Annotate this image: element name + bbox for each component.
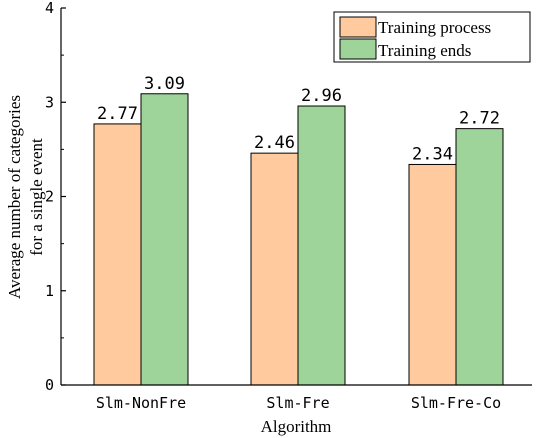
bar-training-process xyxy=(250,152,299,386)
data-label: 2.72 xyxy=(459,109,500,129)
data-label: 2.77 xyxy=(97,104,138,124)
x-tick-label: Slm-NonFre xyxy=(96,394,186,412)
bar-training-ends xyxy=(297,105,346,386)
y-tick-label: 1 xyxy=(45,282,54,300)
legend-swatch-training-process xyxy=(339,16,377,38)
data-label: 2.46 xyxy=(254,133,295,153)
data-label: 2.34 xyxy=(412,144,453,164)
x-tick-label: Slm-Fre-Co xyxy=(411,394,501,412)
legend: Training process Training ends xyxy=(333,11,531,63)
bar-training-process xyxy=(408,163,457,386)
legend-label-training-ends: Training ends xyxy=(378,41,471,60)
bar-training-ends xyxy=(455,128,504,386)
x-tick-label: Slm-Fre xyxy=(266,394,329,412)
y-axis-title-line-2: for a single event xyxy=(27,138,46,256)
y-tick-label: 0 xyxy=(45,376,54,394)
y-tick-label: 3 xyxy=(45,93,54,111)
legend-swatch-training-ends xyxy=(339,38,377,60)
data-label: 2.96 xyxy=(301,86,342,106)
legend-label-training-process: Training process xyxy=(378,18,491,37)
x-axis-title: Algorithm xyxy=(261,417,332,436)
bar-training-ends xyxy=(140,93,189,386)
y-tick-label: 4 xyxy=(45,0,54,17)
bar-training-process xyxy=(93,123,142,386)
y-tick-label: 2 xyxy=(45,188,54,206)
data-label: 3.09 xyxy=(144,74,185,94)
y-axis-title-line-1: Average number of categories xyxy=(5,95,24,299)
